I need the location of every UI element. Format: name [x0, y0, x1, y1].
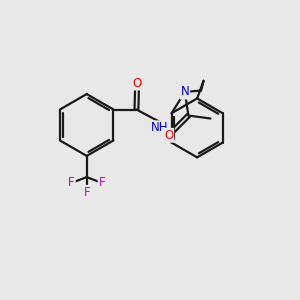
Text: O: O: [132, 76, 142, 89]
Text: N: N: [181, 85, 189, 98]
Text: F: F: [68, 176, 75, 189]
Text: O: O: [164, 129, 173, 142]
Text: F: F: [99, 176, 105, 189]
Text: NH: NH: [151, 121, 169, 134]
Text: F: F: [83, 186, 90, 199]
